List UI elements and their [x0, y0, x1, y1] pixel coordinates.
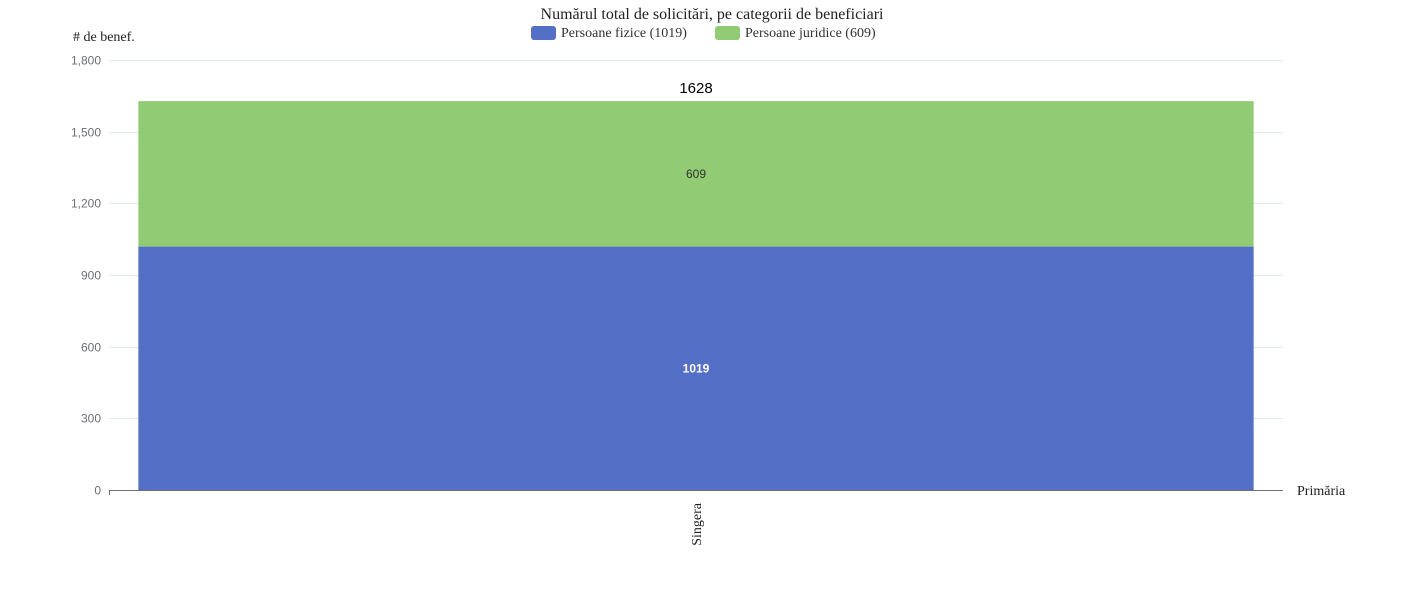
legend: Persoane fizice (1019) Persoane juridice…	[531, 26, 876, 41]
bar-value-label: 609	[686, 167, 706, 181]
y-axis-ticks: 0 300 600 900 1,200 1,500 1,800	[71, 54, 101, 498]
y-tick-label: 0	[94, 484, 101, 498]
y-tick-label: 1,500	[71, 126, 101, 140]
y-axis-label: # de benef.	[73, 30, 135, 45]
legend-label-persoane-juridice: Persoane juridice (609)	[745, 26, 876, 41]
x-tick-label: Singera	[690, 502, 705, 546]
bar-total-label: 1628	[679, 80, 712, 97]
bar-labels: 1019 609 1628	[679, 80, 712, 375]
y-tick-label: 1,800	[71, 54, 101, 68]
legend-label-persoane-fizice: Persoane fizice (1019)	[561, 26, 687, 41]
y-tick-label: 600	[81, 341, 101, 355]
chart-title: Numărul total de solicitări, pe categori…	[541, 6, 885, 23]
bar-segment[interactable]	[138, 246, 1254, 490]
bar-segment[interactable]	[138, 101, 1254, 247]
legend-swatch-persoane-fizice	[531, 26, 556, 40]
x-axis-tick-labels: Singera	[690, 502, 705, 546]
bar-value-label: 1019	[683, 361, 710, 375]
legend-item-persoane-juridice[interactable]: Persoane juridice (609)	[715, 26, 876, 41]
legend-swatch-persoane-juridice	[715, 26, 740, 40]
bars	[138, 101, 1254, 490]
legend-item-persoane-fizice[interactable]: Persoane fizice (1019)	[531, 26, 687, 41]
y-tick-label: 900	[81, 269, 101, 283]
x-axis-label: Primăria	[1297, 484, 1346, 499]
y-tick-label: 300	[81, 412, 101, 426]
y-tick-label: 1,200	[71, 197, 101, 211]
